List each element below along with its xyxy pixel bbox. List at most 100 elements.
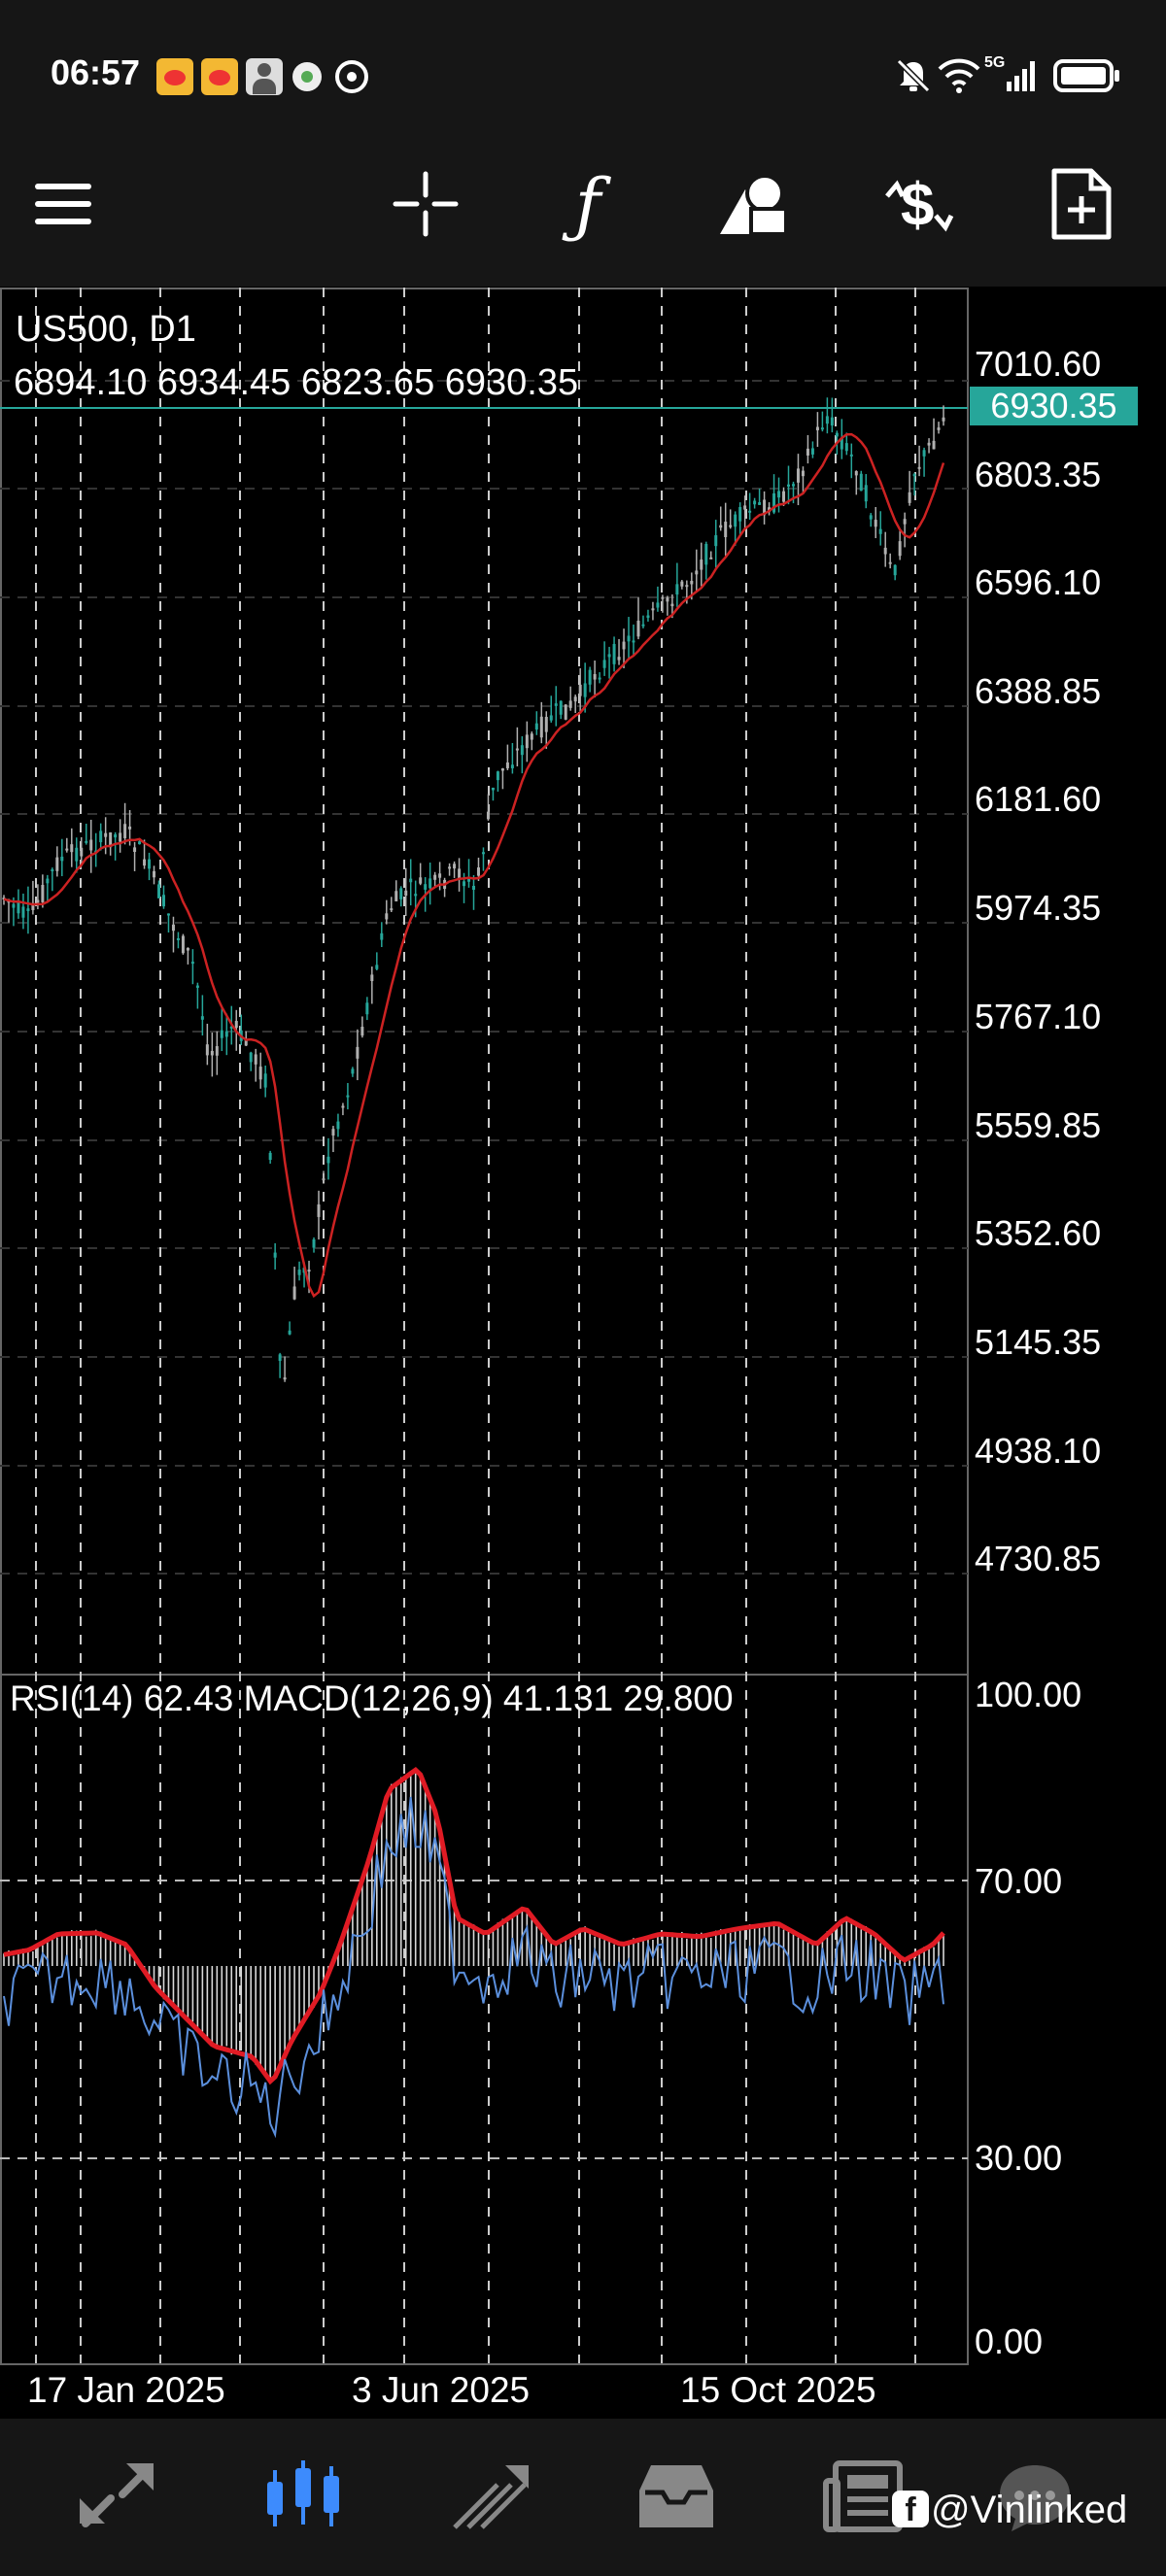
candle-body [743, 505, 747, 510]
candle-body [656, 602, 660, 608]
candle-body [385, 913, 389, 920]
candle-body [258, 1067, 262, 1080]
candle-body [922, 450, 926, 457]
candle-body [467, 877, 471, 882]
candle-body [138, 841, 142, 845]
chart-icon[interactable] [255, 2448, 352, 2545]
candle-body [404, 890, 408, 897]
candle-body [568, 700, 572, 708]
trade-icon[interactable] [441, 2448, 538, 2545]
candle-body [917, 466, 921, 469]
svg-text:$: $ [901, 172, 934, 239]
candle-body [622, 641, 626, 650]
price-tick: 5974.35 [975, 888, 1102, 928]
candle-body [2, 898, 6, 900]
candle-body [307, 1270, 311, 1272]
candle-body [109, 831, 113, 848]
candle-body [365, 1002, 369, 1015]
chart-frame [0, 288, 969, 2365]
trade-icon[interactable]: $ [874, 160, 962, 248]
candle-body [491, 787, 495, 791]
candle-body [810, 448, 814, 455]
candle-body [840, 438, 843, 450]
candle-body [559, 700, 563, 715]
candle-body [336, 1121, 340, 1130]
candle-body [874, 520, 877, 527]
candle-body [114, 833, 118, 838]
objects-icon[interactable] [709, 160, 797, 248]
price-chart[interactable] [0, 288, 1166, 2419]
candle-body [700, 559, 703, 570]
candle-body [458, 868, 462, 880]
candle-body [195, 985, 199, 988]
candle-body [263, 1073, 267, 1088]
candle-body [636, 620, 640, 637]
candle-body [908, 491, 911, 503]
candle-body [763, 499, 767, 516]
candle-body [520, 745, 524, 756]
candle-body [544, 717, 548, 732]
candle-body [607, 654, 611, 658]
candle-body [380, 932, 384, 940]
candle-body [429, 878, 432, 889]
candle-body [360, 1027, 364, 1036]
candle-body [927, 442, 931, 446]
candle-body [166, 913, 170, 916]
candle-body [55, 857, 59, 871]
menu-icon[interactable] [19, 160, 107, 248]
candle-body [820, 427, 824, 430]
history-icon[interactable] [628, 2448, 725, 2545]
candle-body [356, 1046, 360, 1059]
candle-body [539, 716, 543, 738]
candle-body [641, 624, 645, 627]
candle-body [500, 768, 504, 771]
candle-body [869, 515, 873, 520]
candle-body [777, 491, 781, 498]
candle-body [419, 877, 423, 884]
candle-body [89, 839, 93, 851]
candle-body [153, 870, 156, 878]
candle-body [825, 416, 829, 424]
chart-area[interactable]: US500, D1 6894.10 6934.45 6823.65 6930.3… [0, 288, 1166, 2419]
candle-body [627, 635, 631, 642]
candle-body [772, 492, 776, 513]
crosshair-icon[interactable] [382, 160, 469, 248]
price-tick: 6388.85 [975, 671, 1102, 711]
new-document-icon[interactable] [1038, 160, 1125, 248]
candle-body [564, 704, 567, 720]
candle-body [46, 878, 50, 884]
candle-body [932, 440, 936, 450]
candle-body [505, 762, 509, 768]
candle-body [734, 514, 737, 527]
status-time: 06:57 [51, 52, 141, 92]
candle-body [351, 1068, 355, 1074]
candle-body [602, 660, 606, 668]
candle-body [806, 448, 809, 456]
candle-body [190, 962, 194, 965]
avatar-icon [246, 58, 283, 95]
price-tick: 7010.60 [975, 344, 1102, 384]
candle-body [448, 866, 452, 869]
time-tick: 17 Jan 2025 [27, 2370, 225, 2410]
candle-body [346, 1095, 350, 1098]
weibo-icon [156, 58, 193, 95]
candle-body [680, 581, 684, 587]
chat-icon[interactable] [986, 2448, 1083, 2545]
candle-body [753, 500, 757, 505]
candle-body [268, 1152, 272, 1161]
price-tick: 5145.35 [975, 1322, 1102, 1362]
bottom-navigation [0, 2419, 1166, 2576]
candle-body [893, 564, 897, 576]
candle-body [758, 502, 762, 505]
candle-body [903, 519, 907, 525]
candle-body [75, 847, 79, 862]
candle-body [341, 1105, 345, 1108]
candle-body [878, 528, 882, 534]
price-tick: 5352.60 [975, 1213, 1102, 1253]
candle-body [234, 1021, 238, 1029]
quotes-icon[interactable] [68, 2448, 165, 2545]
current-price-label: 6930.35 [970, 387, 1138, 425]
candle-body [530, 733, 533, 740]
candle-body [854, 471, 858, 476]
function-icon[interactable]: ƒ [574, 163, 601, 245]
